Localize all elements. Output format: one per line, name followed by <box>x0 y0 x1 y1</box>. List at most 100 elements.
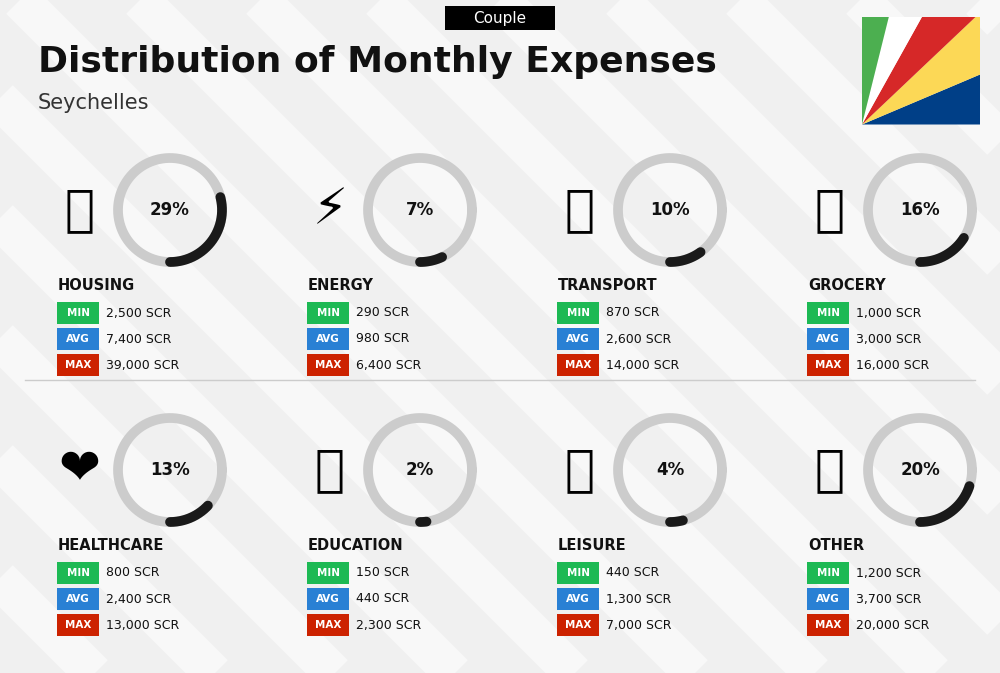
Text: MIN: MIN <box>816 308 840 318</box>
Text: 6,400 SCR: 6,400 SCR <box>356 359 421 371</box>
Text: 1,300 SCR: 1,300 SCR <box>606 592 671 606</box>
Text: OTHER: OTHER <box>808 538 864 553</box>
Text: 13%: 13% <box>150 461 190 479</box>
FancyBboxPatch shape <box>557 354 599 376</box>
Text: 16%: 16% <box>900 201 940 219</box>
Text: MIN: MIN <box>816 568 840 578</box>
Text: MAX: MAX <box>815 620 841 630</box>
Text: AVG: AVG <box>66 594 90 604</box>
FancyBboxPatch shape <box>307 614 349 636</box>
Text: EDUCATION: EDUCATION <box>308 538 404 553</box>
Text: MIN: MIN <box>66 568 90 578</box>
Text: 1,200 SCR: 1,200 SCR <box>856 567 921 579</box>
Text: 1,000 SCR: 1,000 SCR <box>856 306 921 320</box>
Text: 20%: 20% <box>900 461 940 479</box>
Text: 7%: 7% <box>406 201 434 219</box>
FancyBboxPatch shape <box>307 328 349 350</box>
Text: 💰: 💰 <box>815 446 845 494</box>
Text: AVG: AVG <box>66 334 90 344</box>
Text: AVG: AVG <box>816 334 840 344</box>
Polygon shape <box>862 0 1000 125</box>
Text: AVG: AVG <box>566 334 590 344</box>
Text: 440 SCR: 440 SCR <box>356 592 409 606</box>
Text: 3,000 SCR: 3,000 SCR <box>856 332 921 345</box>
Text: TRANSPORT: TRANSPORT <box>558 277 658 293</box>
FancyBboxPatch shape <box>307 588 349 610</box>
Text: 20,000 SCR: 20,000 SCR <box>856 618 929 631</box>
Polygon shape <box>862 0 1000 125</box>
Polygon shape <box>862 0 1000 125</box>
FancyBboxPatch shape <box>807 328 849 350</box>
Text: 150 SCR: 150 SCR <box>356 567 409 579</box>
Text: Seychelles: Seychelles <box>38 93 150 113</box>
Text: Distribution of Monthly Expenses: Distribution of Monthly Expenses <box>38 45 717 79</box>
Text: 440 SCR: 440 SCR <box>606 567 659 579</box>
FancyBboxPatch shape <box>445 6 555 30</box>
Text: AVG: AVG <box>316 594 340 604</box>
Text: MIN: MIN <box>66 308 90 318</box>
Text: 4%: 4% <box>656 461 684 479</box>
Text: 2,600 SCR: 2,600 SCR <box>606 332 671 345</box>
FancyBboxPatch shape <box>57 328 99 350</box>
Text: 2,400 SCR: 2,400 SCR <box>106 592 171 606</box>
Text: 🛍️: 🛍️ <box>565 446 595 494</box>
FancyBboxPatch shape <box>307 354 349 376</box>
FancyBboxPatch shape <box>557 562 599 584</box>
FancyBboxPatch shape <box>57 354 99 376</box>
Text: 2%: 2% <box>406 461 434 479</box>
Text: 10%: 10% <box>650 201 690 219</box>
Text: ❤️: ❤️ <box>59 446 101 494</box>
Text: MAX: MAX <box>565 360 591 370</box>
Text: AVG: AVG <box>816 594 840 604</box>
Text: AVG: AVG <box>316 334 340 344</box>
Text: 14,000 SCR: 14,000 SCR <box>606 359 679 371</box>
Text: 🏢: 🏢 <box>65 186 95 234</box>
Text: 7,000 SCR: 7,000 SCR <box>606 618 672 631</box>
Text: 🛒: 🛒 <box>815 186 845 234</box>
FancyBboxPatch shape <box>557 328 599 350</box>
Text: GROCERY: GROCERY <box>808 277 886 293</box>
Text: 16,000 SCR: 16,000 SCR <box>856 359 929 371</box>
Text: MAX: MAX <box>315 360 341 370</box>
Text: 13,000 SCR: 13,000 SCR <box>106 618 179 631</box>
Text: 7,400 SCR: 7,400 SCR <box>106 332 171 345</box>
Polygon shape <box>862 0 1000 125</box>
Text: HOUSING: HOUSING <box>58 277 135 293</box>
FancyBboxPatch shape <box>557 302 599 324</box>
FancyBboxPatch shape <box>307 302 349 324</box>
Text: 29%: 29% <box>150 201 190 219</box>
Text: MAX: MAX <box>815 360 841 370</box>
Text: 3,700 SCR: 3,700 SCR <box>856 592 921 606</box>
Text: 2,500 SCR: 2,500 SCR <box>106 306 171 320</box>
Text: HEALTHCARE: HEALTHCARE <box>58 538 164 553</box>
FancyBboxPatch shape <box>57 614 99 636</box>
FancyBboxPatch shape <box>307 562 349 584</box>
Text: 800 SCR: 800 SCR <box>106 567 160 579</box>
FancyBboxPatch shape <box>557 588 599 610</box>
Text: MAX: MAX <box>65 360 91 370</box>
FancyBboxPatch shape <box>57 588 99 610</box>
Text: MAX: MAX <box>565 620 591 630</box>
Text: ENERGY: ENERGY <box>308 277 374 293</box>
FancyBboxPatch shape <box>57 562 99 584</box>
Text: 980 SCR: 980 SCR <box>356 332 409 345</box>
Text: MAX: MAX <box>65 620 91 630</box>
FancyBboxPatch shape <box>807 588 849 610</box>
FancyBboxPatch shape <box>57 302 99 324</box>
Text: ⚡: ⚡ <box>312 186 348 234</box>
Text: MIN: MIN <box>316 568 340 578</box>
Text: MIN: MIN <box>316 308 340 318</box>
Text: 🚌: 🚌 <box>565 186 595 234</box>
Text: 39,000 SCR: 39,000 SCR <box>106 359 179 371</box>
Text: MIN: MIN <box>566 568 590 578</box>
Text: MAX: MAX <box>315 620 341 630</box>
Text: 870 SCR: 870 SCR <box>606 306 660 320</box>
Text: 🎓: 🎓 <box>315 446 345 494</box>
Text: MIN: MIN <box>566 308 590 318</box>
Text: AVG: AVG <box>566 594 590 604</box>
Text: 2,300 SCR: 2,300 SCR <box>356 618 421 631</box>
FancyBboxPatch shape <box>807 614 849 636</box>
FancyBboxPatch shape <box>807 562 849 584</box>
Text: Couple: Couple <box>473 11 527 26</box>
Polygon shape <box>862 0 971 125</box>
